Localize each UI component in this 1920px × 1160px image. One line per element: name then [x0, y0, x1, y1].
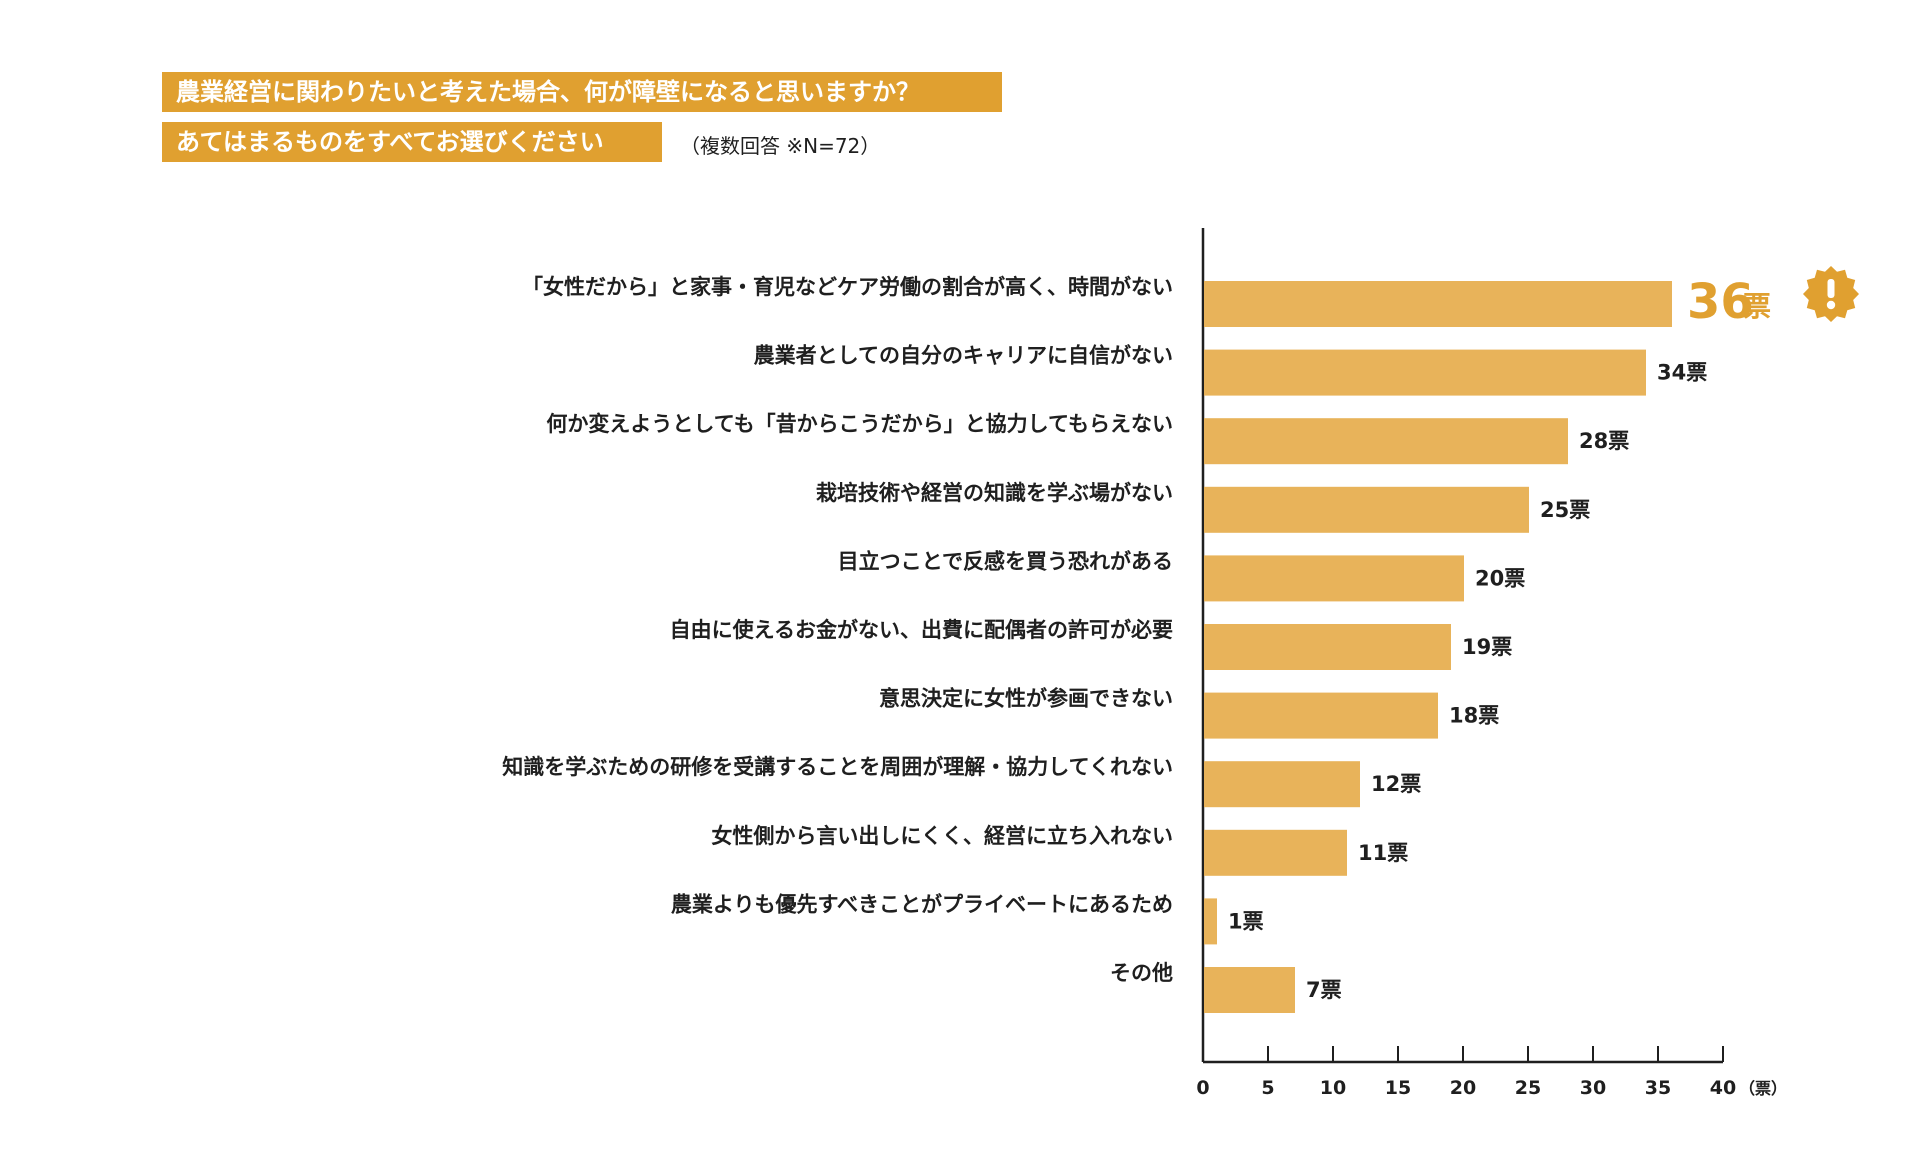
bar — [1204, 692, 1438, 739]
value-label: 20票 — [1475, 566, 1525, 590]
category-label: 意思決定に女性が参画できない — [879, 687, 1173, 711]
value-label: 7票 — [1306, 978, 1342, 1002]
x-tick-label: 30 — [1580, 1077, 1606, 1099]
x-tick-label: 10 — [1320, 1077, 1346, 1099]
x-axis-unit: （票） — [1739, 1079, 1787, 1098]
category-label: 農業者としての自分のキャリアに自信がない — [754, 344, 1173, 368]
bar — [1204, 418, 1568, 465]
bar — [1204, 967, 1295, 1013]
exclamation-dot — [1826, 300, 1836, 310]
exclamation-stem — [1827, 279, 1835, 298]
x-tick-label: 40 — [1710, 1077, 1736, 1099]
bar — [1204, 486, 1529, 533]
x-tick-label: 0 — [1196, 1077, 1209, 1099]
x-tick-label: 15 — [1385, 1077, 1411, 1099]
x-tick-label: 25 — [1515, 1077, 1541, 1099]
response-note: （複数回答 ※N=72） — [680, 134, 881, 158]
category-label: 何か変えようとしても「昔からこうだから」と協力してもらえない — [546, 412, 1173, 436]
category-label: 自由に使えるお金がない、出費に配偶者の許可が必要 — [670, 618, 1173, 642]
bar — [1204, 624, 1451, 670]
value-label: 18票 — [1449, 704, 1499, 728]
category-label: 女性側から言い出しにくく、経営に立ち入れない — [711, 824, 1173, 848]
category-label: 「女性だから」と家事・育児などケア労働の割合が高く、時間がない — [522, 275, 1173, 299]
x-tick-label: 35 — [1645, 1077, 1671, 1099]
value-label: 34票 — [1657, 361, 1707, 385]
bar — [1204, 281, 1672, 327]
bar — [1204, 349, 1646, 396]
category-label: 目立つことで反感を買う恐れがある — [838, 549, 1173, 573]
question-title-line1: 農業経営に関わりたいと考えた場合、何が障壁になると思いますか？ — [162, 72, 1002, 112]
bar — [1204, 898, 1217, 945]
bar — [1204, 555, 1464, 602]
value-label: 25票 — [1540, 498, 1590, 522]
value-label: 11票 — [1358, 841, 1408, 865]
category-label: 栽培技術や経営の知識を学ぶ場がない — [816, 481, 1173, 505]
question-title-line2: あてはまるものをすべてお選びください — [162, 122, 662, 162]
bar — [1204, 829, 1347, 876]
category-label: 農業よりも優先すべきことがプライベートにあるため — [671, 892, 1173, 916]
value-label: 12票 — [1371, 772, 1421, 796]
value-label-highlight: 36 — [1687, 274, 1754, 330]
bar — [1204, 761, 1360, 808]
category-label: 知識を学ぶための研修を受講することを周囲が理解・協力してくれない — [502, 755, 1173, 779]
x-tick-label: 20 — [1450, 1077, 1476, 1099]
value-label: 1票 — [1228, 909, 1264, 933]
x-tick-label: 5 — [1261, 1077, 1274, 1099]
value-label: 19票 — [1462, 635, 1512, 659]
value-unit-highlight: 票 — [1743, 290, 1771, 323]
value-label: 28票 — [1579, 429, 1629, 453]
category-label: その他 — [1110, 961, 1173, 985]
